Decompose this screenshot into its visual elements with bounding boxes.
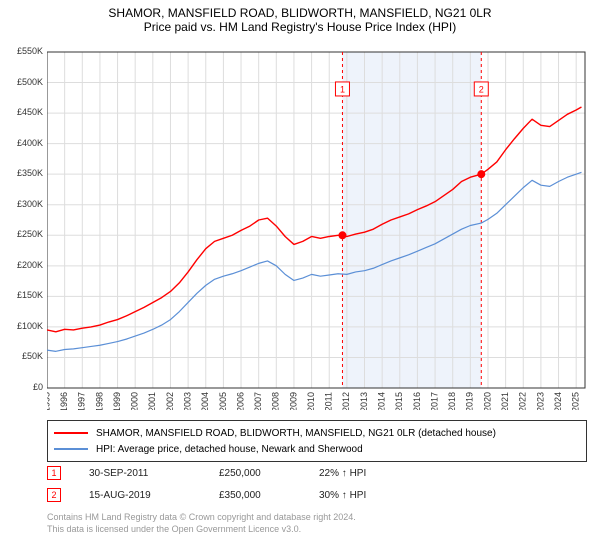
svg-text:2008: 2008 bbox=[271, 392, 281, 410]
marker-date-2: 15-AUG-2019 bbox=[89, 490, 219, 501]
marker-row-1: 1 30-SEP-2011 £250,000 22% ↑ HPI bbox=[47, 462, 587, 484]
y-axis-label: £0 bbox=[0, 382, 43, 392]
svg-text:2: 2 bbox=[479, 84, 484, 94]
legend-swatch bbox=[54, 432, 88, 434]
svg-text:2013: 2013 bbox=[359, 392, 369, 410]
svg-text:1996: 1996 bbox=[59, 392, 69, 410]
y-axis-label: £150K bbox=[0, 290, 43, 300]
y-axis-label: £300K bbox=[0, 199, 43, 209]
svg-text:2018: 2018 bbox=[447, 392, 457, 410]
marker-diff-2: 30% ↑ HPI bbox=[319, 490, 419, 501]
footer-attribution: Contains HM Land Registry data © Crown c… bbox=[47, 512, 356, 535]
svg-text:1: 1 bbox=[340, 84, 345, 94]
svg-text:2023: 2023 bbox=[535, 392, 545, 410]
title-main: SHAMOR, MANSFIELD ROAD, BLIDWORTH, MANSF… bbox=[0, 6, 600, 20]
svg-text:2003: 2003 bbox=[182, 392, 192, 410]
svg-text:2004: 2004 bbox=[200, 392, 210, 410]
svg-text:2000: 2000 bbox=[130, 392, 140, 410]
svg-text:2014: 2014 bbox=[377, 392, 387, 410]
svg-text:1998: 1998 bbox=[94, 392, 104, 410]
y-axis-label: £500K bbox=[0, 77, 43, 87]
svg-text:2006: 2006 bbox=[235, 392, 245, 410]
legend-swatch bbox=[54, 448, 88, 450]
svg-text:2021: 2021 bbox=[500, 392, 510, 410]
marker-badge-2: 2 bbox=[47, 488, 61, 502]
svg-text:2005: 2005 bbox=[218, 392, 228, 410]
svg-text:2024: 2024 bbox=[553, 392, 563, 410]
svg-text:2016: 2016 bbox=[412, 392, 422, 410]
y-axis-label: £350K bbox=[0, 168, 43, 178]
svg-text:2022: 2022 bbox=[518, 392, 528, 410]
y-axis-label: £450K bbox=[0, 107, 43, 117]
svg-text:2020: 2020 bbox=[482, 392, 492, 410]
svg-text:2010: 2010 bbox=[306, 392, 316, 410]
footer-line-1: Contains HM Land Registry data © Crown c… bbox=[47, 512, 356, 524]
svg-text:1995: 1995 bbox=[47, 392, 51, 410]
y-axis-label: £400K bbox=[0, 138, 43, 148]
svg-text:1999: 1999 bbox=[112, 392, 122, 410]
svg-text:2017: 2017 bbox=[429, 392, 439, 410]
sale-markers: 1 30-SEP-2011 £250,000 22% ↑ HPI 2 15-AU… bbox=[47, 462, 587, 506]
title-sub: Price paid vs. HM Land Registry's House … bbox=[0, 20, 600, 34]
svg-text:2012: 2012 bbox=[341, 392, 351, 410]
marker-date-1: 30-SEP-2011 bbox=[89, 468, 219, 479]
svg-text:2025: 2025 bbox=[571, 392, 581, 410]
svg-text:2001: 2001 bbox=[147, 392, 157, 410]
footer-line-2: This data is licensed under the Open Gov… bbox=[47, 524, 356, 536]
svg-text:1997: 1997 bbox=[77, 392, 87, 410]
legend-item: HPI: Average price, detached house, Newa… bbox=[54, 441, 580, 457]
chart-title-block: SHAMOR, MANSFIELD ROAD, BLIDWORTH, MANSF… bbox=[0, 0, 600, 34]
svg-text:2009: 2009 bbox=[288, 392, 298, 410]
svg-text:2019: 2019 bbox=[465, 392, 475, 410]
y-axis-label: £100K bbox=[0, 321, 43, 331]
marker-row-2: 2 15-AUG-2019 £350,000 30% ↑ HPI bbox=[47, 484, 587, 506]
y-axis-label: £250K bbox=[0, 229, 43, 239]
y-axis-label: £50K bbox=[0, 351, 43, 361]
svg-text:2007: 2007 bbox=[253, 392, 263, 410]
marker-price-1: £250,000 bbox=[219, 468, 319, 479]
y-axis-label: £200K bbox=[0, 260, 43, 270]
legend-label: HPI: Average price, detached house, Newa… bbox=[96, 444, 363, 455]
legend-label: SHAMOR, MANSFIELD ROAD, BLIDWORTH, MANSF… bbox=[96, 428, 496, 439]
svg-text:2015: 2015 bbox=[394, 392, 404, 410]
marker-price-2: £350,000 bbox=[219, 490, 319, 501]
y-axis-label: £550K bbox=[0, 46, 43, 56]
svg-text:2011: 2011 bbox=[324, 392, 334, 410]
price-chart: 1995 1996 1997 1998 1999 2000 2001 2002 2003 2004… bbox=[47, 50, 587, 410]
svg-text:2002: 2002 bbox=[165, 392, 175, 410]
legend-item: SHAMOR, MANSFIELD ROAD, BLIDWORTH, MANSF… bbox=[54, 425, 580, 441]
marker-diff-1: 22% ↑ HPI bbox=[319, 468, 419, 479]
legend: SHAMOR, MANSFIELD ROAD, BLIDWORTH, MANSF… bbox=[47, 420, 587, 462]
marker-badge-1: 1 bbox=[47, 466, 61, 480]
